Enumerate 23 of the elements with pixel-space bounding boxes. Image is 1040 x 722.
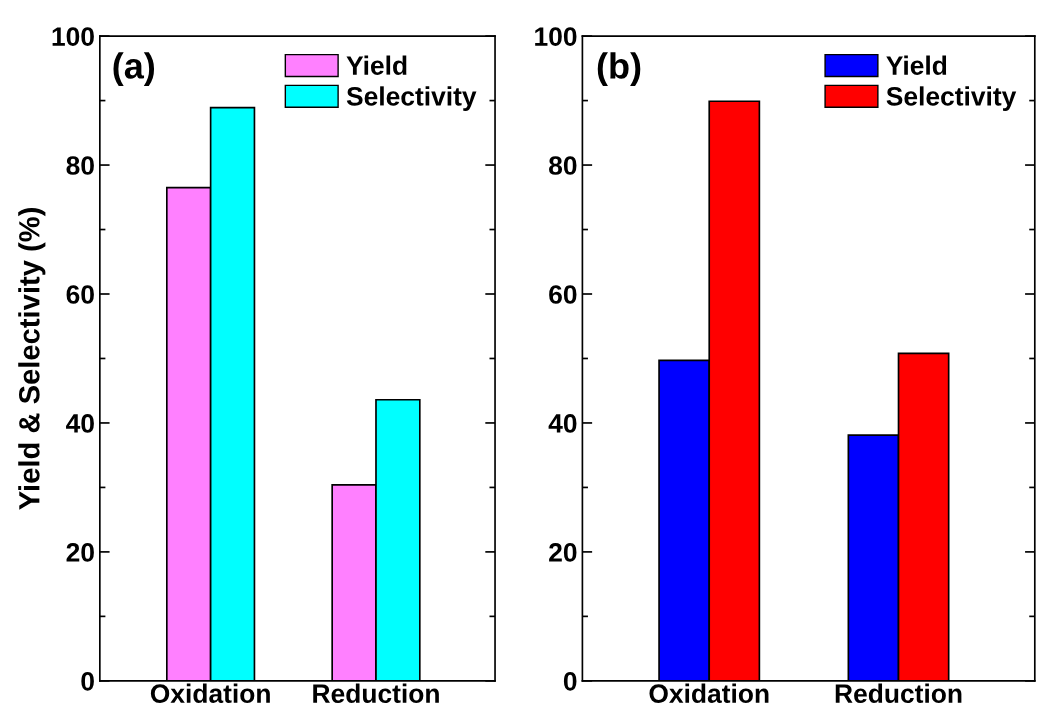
y-tick-label: 20 (66, 543, 94, 562)
y-tick-label: 0 (563, 671, 577, 691)
y-tick-label: 60 (549, 285, 577, 304)
y-tick-label: 0 (81, 671, 94, 691)
y-tick-label: 40 (548, 414, 577, 433)
legend-label: Selectivity (886, 86, 1017, 111)
x-tick-label: Oxidation (150, 683, 270, 704)
x-tick-label: Oxidation (649, 683, 769, 704)
y-tick-label: 60 (66, 285, 94, 304)
chart-title: (b) (597, 52, 641, 86)
y-tick-label: 100 (52, 27, 94, 46)
y-tick-label: 100 (535, 27, 577, 46)
y-tick-label: 80 (66, 156, 94, 175)
y-tick-label: 20 (549, 543, 577, 562)
chart-title: (a) (113, 52, 155, 86)
y-tick-label: 40 (66, 414, 94, 433)
y-axis-title: Yield & Selectivity (%) (18, 208, 46, 510)
x-tick-label: Reduction (835, 683, 962, 704)
legend-label: Yield (346, 55, 407, 75)
legend-label: Selectivity (346, 86, 477, 111)
x-tick-label: Reduction (313, 683, 439, 704)
legend-label: Yield (886, 55, 947, 75)
y-tick-label: 80 (549, 156, 577, 175)
